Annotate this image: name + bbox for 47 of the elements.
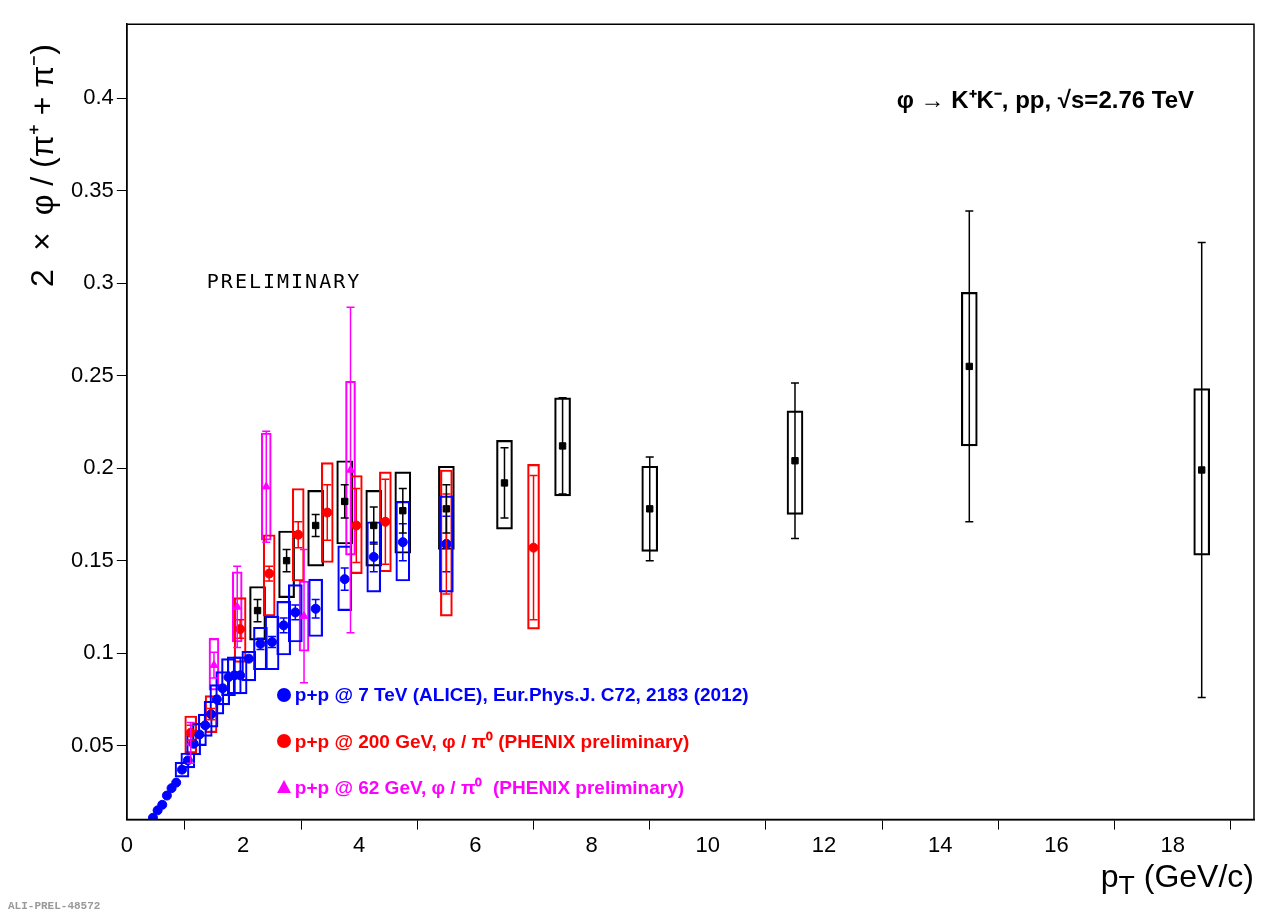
point	[646, 505, 654, 513]
point	[161, 790, 172, 801]
point	[500, 479, 509, 487]
point	[243, 653, 254, 664]
point	[442, 505, 451, 513]
legend-label: p+p @ 62 GeV, φ / π⁰ (PHENIX preliminary)	[294, 775, 685, 800]
point	[965, 362, 973, 371]
legend-label: p+p @ 7 TeV (ALICE), Eur.Phys.J. C72, 2183 (2012)	[294, 683, 749, 706]
y-tick-label: 0.2	[83, 454, 114, 480]
y-tick-label: 0.1	[83, 639, 114, 665]
bar	[262, 534, 276, 617]
x-tick-label: 8	[585, 831, 598, 857]
point	[791, 457, 799, 465]
bar	[496, 440, 513, 530]
y-tick-label: 0.35	[70, 176, 114, 202]
x-tick-label: 18	[1160, 831, 1185, 857]
text: φ → K⁺K⁻, pp, √s=2.76 TeV	[896, 85, 1194, 116]
legend-label: p+p @ 200 GeV, φ / π⁰ (PHENIX preliminary)	[294, 729, 690, 754]
point	[310, 603, 321, 614]
x-tick-label: 10	[695, 831, 721, 857]
y-axis-title: 2 × φ / (π⁺ + π⁻)	[23, 44, 61, 288]
point	[171, 777, 182, 788]
point	[1198, 466, 1206, 474]
x-tick-label: 4	[353, 831, 366, 857]
bar	[308, 578, 323, 637]
x-axis-title: p$_{T}$ (GeV/c)	[1100, 857, 1254, 901]
point	[380, 516, 391, 527]
y-tick-label: 0.3	[83, 269, 114, 295]
x-tick-label: 14	[928, 831, 953, 857]
point	[558, 442, 567, 450]
point	[399, 507, 407, 515]
bar	[527, 464, 540, 630]
point	[339, 574, 350, 585]
point	[147, 812, 158, 820]
x-tick-label: 2	[236, 831, 250, 857]
y-tick-label: 0.15	[70, 546, 114, 572]
x-tick-label: 6	[469, 831, 482, 857]
y-tick-label: 0.25	[70, 361, 114, 387]
y-tick-label: 0.05	[70, 731, 114, 757]
x-tick-label: 0	[120, 831, 133, 857]
annotation: PRELIMINARY	[206, 269, 362, 294]
text: ALI-PREL-48572	[8, 900, 101, 912]
x-tick-label: 16	[1044, 831, 1069, 857]
x-tick-label: 12	[811, 831, 837, 857]
point	[157, 799, 168, 810]
y-tick-label: 0.4	[83, 84, 114, 110]
point	[341, 497, 349, 506]
